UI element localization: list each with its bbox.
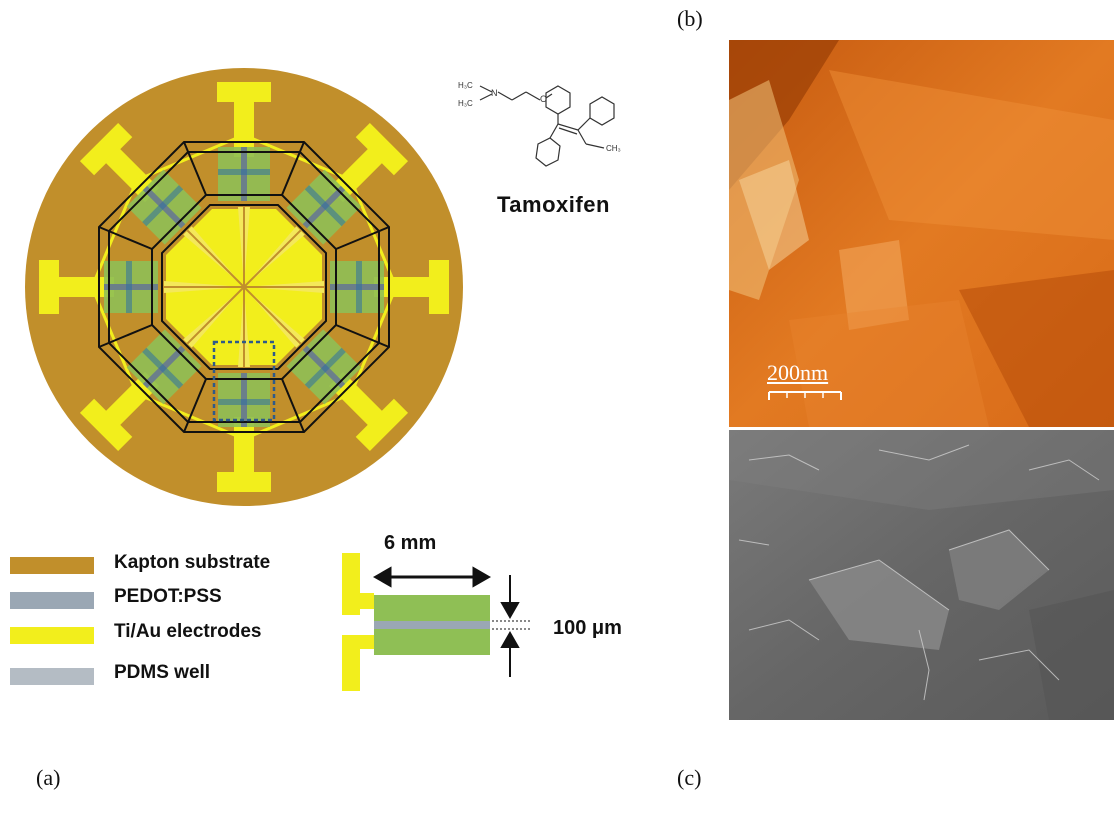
panel-label-a: (a)	[36, 765, 61, 790]
atom-ch3: CH₃	[606, 144, 621, 153]
legend-label-pedot: PEDOT:PSS	[114, 586, 222, 607]
atom-o: O	[540, 94, 547, 104]
legend-swatch-electrodes	[10, 627, 94, 644]
afm-image: 200nm	[729, 40, 1114, 427]
highlighted-transistor-box	[212, 340, 276, 422]
compound-name: Tamoxifen	[497, 192, 610, 217]
scale-bar-label: 200nm	[767, 360, 829, 385]
legend-label-kapton: Kapton substrate	[114, 552, 271, 573]
atom-h3c-top: H₃C	[458, 81, 473, 90]
legend-swatch-pedot	[10, 592, 94, 609]
electrode-array	[39, 82, 449, 492]
atom-h3c-bottom: H₃C	[458, 99, 473, 108]
device-schematic	[25, 68, 463, 506]
legend-label-electrodes: Ti/Au electrodes	[114, 621, 262, 642]
sem-image	[729, 430, 1114, 720]
width-dimension-label: 6 mm	[384, 532, 437, 554]
tamoxifen-structure: H₃C N H₃C O CH₃	[458, 81, 621, 167]
legend-label-pdms: PDMS well	[114, 662, 211, 683]
gap-dimension-label: 100 μm	[553, 617, 622, 639]
atom-n: N	[491, 88, 498, 98]
panel-label-b: (b)	[677, 6, 703, 31]
panel-label-c: (c)	[677, 765, 702, 790]
legend-swatch-pdms	[10, 668, 94, 685]
transistor-detail	[342, 553, 530, 691]
legend-swatch-kapton	[10, 557, 94, 574]
